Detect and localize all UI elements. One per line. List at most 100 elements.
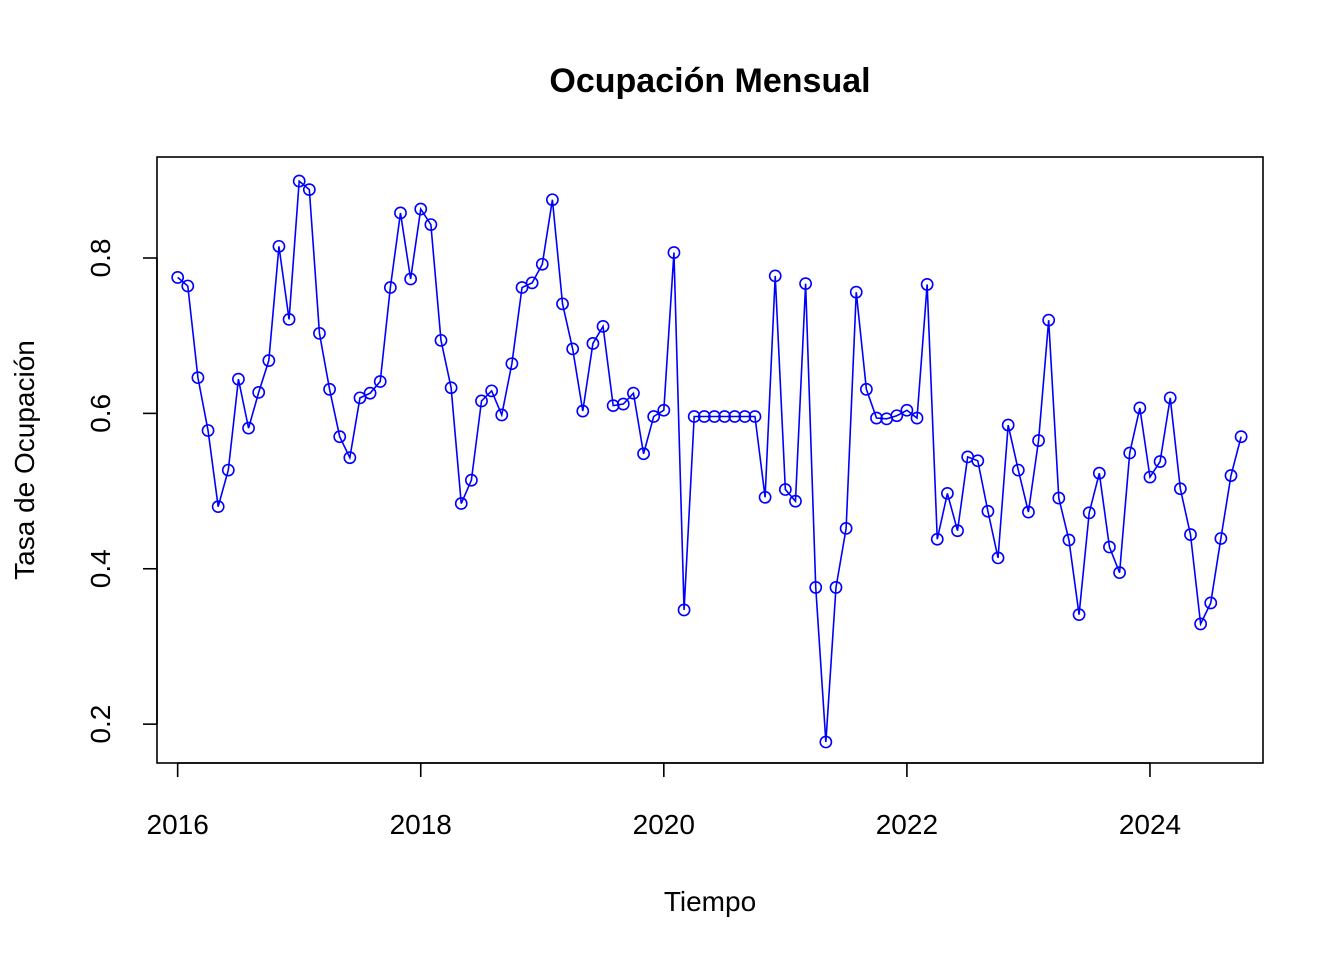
data-point <box>383 281 397 294</box>
data-point <box>262 354 276 367</box>
data-point <box>627 386 640 400</box>
data-point <box>748 410 762 423</box>
data-point <box>839 521 853 535</box>
data-point <box>1123 446 1137 460</box>
data-point <box>819 735 833 749</box>
data-point <box>515 281 529 294</box>
data-point <box>404 272 418 286</box>
data-point <box>454 497 468 510</box>
data-point <box>272 239 286 253</box>
data-point <box>647 410 661 423</box>
data-point <box>758 490 772 504</box>
data-point <box>778 483 792 496</box>
data-point <box>708 410 721 423</box>
chart-title: Ocupación Mensual <box>549 62 870 100</box>
data-point <box>1092 466 1106 480</box>
data-point <box>586 337 600 350</box>
data-point <box>495 408 509 422</box>
data-point <box>1204 596 1218 610</box>
data-point <box>434 333 448 347</box>
x-tick-label: 2016 <box>147 809 209 840</box>
data-point <box>313 326 326 340</box>
data-point <box>181 279 195 293</box>
data-point <box>981 504 995 518</box>
x-tick-label: 2020 <box>633 809 695 840</box>
data-point <box>596 319 610 333</box>
data-point <box>1103 540 1116 554</box>
data-point <box>728 410 742 423</box>
data-point <box>211 500 225 514</box>
data-point <box>789 494 802 508</box>
data-point <box>920 278 934 291</box>
data-point <box>697 410 711 423</box>
data-point <box>768 269 782 283</box>
data-point <box>910 411 924 425</box>
data-point <box>282 312 296 326</box>
data-point <box>292 174 306 188</box>
data-point <box>171 271 185 284</box>
x-axis-label: Tiempo <box>664 886 756 917</box>
data-point <box>1153 455 1167 468</box>
data-point <box>252 386 266 399</box>
data-point <box>464 473 478 487</box>
data-point <box>1052 491 1066 505</box>
data-point <box>353 391 367 405</box>
data-point <box>606 399 620 413</box>
data-point <box>930 532 944 546</box>
data-point <box>221 463 235 477</box>
data-point <box>799 277 813 291</box>
data-point <box>232 372 245 386</box>
data-point <box>1072 608 1086 622</box>
data-point <box>546 193 559 207</box>
data-point <box>1001 418 1015 432</box>
data-point <box>1234 430 1248 444</box>
data-point <box>424 218 438 231</box>
data-point <box>1022 505 1035 519</box>
y-tick-label: 0.6 <box>85 394 116 433</box>
data-point <box>687 410 701 423</box>
data-point <box>1133 401 1147 415</box>
data-point <box>475 394 488 408</box>
y-tick-label: 0.2 <box>85 705 116 744</box>
data-point <box>941 487 954 500</box>
data-point <box>738 410 752 423</box>
data-point <box>1163 391 1177 405</box>
x-tick-label: 2024 <box>1119 809 1181 840</box>
x-axis: 2016 2018 2020 2022 2024 <box>147 762 1181 840</box>
data-point <box>414 202 428 216</box>
data-point <box>333 430 347 444</box>
data-point <box>191 371 205 385</box>
data-point <box>1184 528 1197 541</box>
data-point <box>556 297 569 311</box>
data-point <box>1082 506 1096 520</box>
data-point <box>302 183 316 197</box>
data-point <box>566 342 580 356</box>
data-point <box>363 386 377 400</box>
data-point <box>616 397 630 411</box>
data-point <box>809 581 823 594</box>
data-point <box>677 603 691 617</box>
data-point <box>343 451 357 465</box>
data-point <box>485 384 499 398</box>
data-point <box>1042 313 1056 327</box>
data-point <box>444 381 458 395</box>
data-point <box>667 246 681 259</box>
data-point <box>971 454 985 468</box>
data-point <box>242 421 255 435</box>
series-line <box>177 179 1242 743</box>
x-tick-label: 2022 <box>876 809 938 840</box>
y-axis-label: Tasa de Ocupación <box>9 340 40 580</box>
data-point <box>576 404 590 418</box>
data-point <box>1062 533 1076 547</box>
data-point <box>859 382 873 396</box>
data-point <box>525 276 539 290</box>
x-tick-label: 2018 <box>390 809 452 840</box>
data-point <box>1224 469 1238 482</box>
data-point <box>849 285 863 299</box>
data-point <box>1194 617 1208 631</box>
data-point <box>505 357 519 371</box>
data-point <box>951 524 964 538</box>
data-point <box>1214 532 1228 545</box>
data-point <box>718 410 731 423</box>
